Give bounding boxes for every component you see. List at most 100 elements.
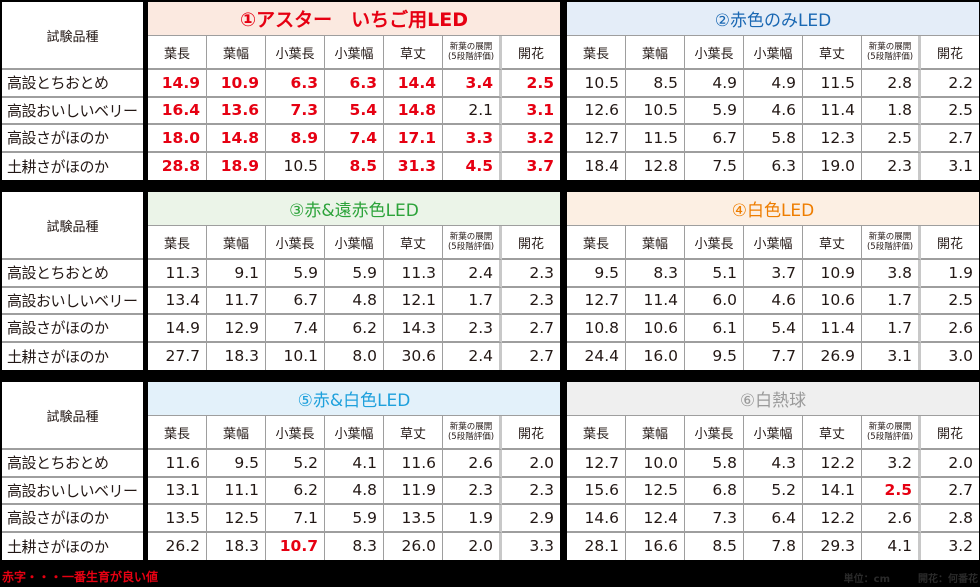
table-cell: 2.3: [502, 260, 560, 288]
column-header: 葉長: [148, 416, 207, 450]
table-cell: 1.7: [443, 287, 502, 315]
table-cell: 12.7: [567, 287, 626, 315]
table-cell: 11.6: [384, 450, 443, 478]
variety-label: 高設おいしいベリー: [2, 288, 143, 315]
variety-label: 高設さがほのか: [2, 505, 143, 533]
variety-label-column: 試験品種 高設とちおとめ 高設おいしいベリー 高設さがほのか 土耕さがほのか: [2, 382, 143, 560]
table-cell: 3.1: [948, 157, 973, 176]
column-header-sub: (5段階評価): [447, 432, 495, 442]
column-header: 小葉幅: [325, 226, 384, 260]
table-cell: 1.9: [443, 505, 502, 533]
column-header: 開花: [502, 36, 560, 70]
table-cell: 3.7: [526, 157, 554, 176]
table-block: 試験品種 高設とちおとめ 高設おいしいベリー 高設さがほのか 土耕さがほのか ⑤赤&白色L…: [0, 382, 980, 562]
table-cell: 10.9: [207, 70, 266, 98]
table-cell: 4.1: [862, 532, 921, 560]
table-cell: 5.2: [266, 450, 325, 478]
table-cell: 3.1: [862, 342, 921, 370]
variety-label: 高設さがほのか: [2, 125, 143, 153]
variety-label: 高設とちおとめ: [2, 70, 143, 98]
column-header: 開花: [921, 36, 979, 70]
table-cell: 18.4: [567, 152, 626, 180]
table-cell: 11.4: [803, 315, 862, 343]
table-cell: 14.9: [148, 70, 207, 98]
table-cell: 7.3: [685, 505, 744, 533]
table-cell: 6.4: [744, 505, 803, 533]
table-cell: 16.0: [626, 342, 685, 370]
table-row: 14.9 10.9 6.3 6.3 14.4 3.4 2.5: [148, 70, 560, 98]
table-cell: 16.6: [626, 532, 685, 560]
column-header-sub: (5段階評価): [866, 52, 914, 62]
table-cell: 6.8: [685, 477, 744, 505]
table-cell: 19.0: [803, 152, 862, 180]
table-cell: 6.1: [685, 315, 744, 343]
table-cell: 12.1: [384, 287, 443, 315]
section-title: ②赤色のみLED: [567, 2, 979, 36]
column-header-main: 新葉の展開: [449, 422, 493, 432]
table-cell: 28.8: [148, 152, 207, 180]
table-cell: 2.3: [502, 288, 560, 315]
table-cell: 12.8: [626, 152, 685, 180]
column-header-sub: (5段階評価): [447, 52, 495, 62]
table-cell: 4.3: [744, 450, 803, 478]
table-cell: 2.5: [862, 477, 921, 505]
table-row: 14.6 12.4 7.3 6.4 12.2 2.6 2.8: [567, 505, 979, 533]
table-cell: 2.7: [921, 478, 979, 505]
column-header: 葉長: [567, 416, 626, 450]
table-cell: 12.4: [626, 505, 685, 533]
table-cell: 2.4: [443, 260, 502, 288]
table-cell: 12.7: [567, 450, 626, 478]
table-cell: 2.5: [921, 98, 979, 125]
table-cell: 13.6: [207, 97, 266, 125]
table-cell: 3.4: [443, 70, 502, 98]
table-block: 試験品種 高設とちおとめ 高設おいしいベリー 高設さがほのか 土耕さがほのか ③赤&遠赤色…: [0, 192, 980, 372]
table-cell: 29.3: [803, 532, 862, 560]
table-cell: 7.4: [325, 125, 384, 153]
table-cell: 2.7: [529, 347, 554, 366]
column-header-sub: (5段階評価): [447, 242, 495, 252]
column-header: 開花: [502, 416, 560, 450]
table-cell: 14.1: [803, 477, 862, 505]
table-cell: 2.0: [502, 450, 560, 478]
table-cell: 9.5: [685, 342, 744, 370]
table-cell: 5.2: [744, 477, 803, 505]
table-cell: 10.6: [626, 315, 685, 343]
section-title: ⑤赤&白色LED: [148, 382, 560, 416]
unit-note: 単位：cm 開花：何番花: [844, 570, 978, 585]
table-row: 11.3 9.1 5.9 5.9 11.3 2.4 2.3: [148, 260, 560, 288]
table-cell: 12.9: [207, 315, 266, 343]
table-cell: 3.3: [529, 537, 554, 556]
treatment-section-1: ①アスター いちご用LED 葉長 葉幅 小葉長 小葉幅 草丈 新葉の展開 (5段階評価) 開花 1…: [148, 2, 560, 180]
table-cell: 18.3: [207, 342, 266, 370]
column-header: 小葉幅: [744, 416, 803, 450]
table-cell: 14.8: [207, 125, 266, 153]
column-header-sub: (5段階評価): [866, 432, 914, 442]
table-cell: 2.3: [443, 477, 502, 505]
column-header: 新葉の展開 (5段階評価): [443, 36, 502, 70]
column-header: 葉幅: [626, 226, 685, 260]
table-cell: 4.9: [744, 70, 803, 98]
table-cell: 5.4: [325, 97, 384, 125]
table-row: 28.8 18.9 10.5 8.5 31.3 4.5 3.7: [148, 152, 560, 180]
column-header-sub: (5段階評価): [866, 242, 914, 252]
table-cell: 3.1: [502, 98, 560, 125]
row-header-label: 試験品種: [2, 2, 143, 70]
table-cell: 8.0: [325, 342, 384, 370]
column-header: 葉幅: [626, 416, 685, 450]
column-header: 新葉の展開 (5段階評価): [443, 226, 502, 260]
table-cell: 18.0: [148, 125, 207, 153]
column-header: 葉長: [148, 226, 207, 260]
table-cell: 3.2: [948, 537, 973, 556]
table-cell: 9.1: [207, 260, 266, 288]
column-header-main: 新葉の展開: [868, 232, 912, 242]
table-row: 18.0 14.8 8.9 7.4 17.1 3.3 3.2: [148, 125, 560, 153]
table-cell: 9.5: [207, 450, 266, 478]
table-cell: 31.3: [384, 152, 443, 180]
table-cell: 7.7: [744, 342, 803, 370]
table-row: 9.5 8.3 5.1 3.7 10.9 3.8 1.9: [567, 260, 979, 288]
table-cell: 30.6: [384, 342, 443, 370]
legend-note: 赤字・・・一番生育が良い値: [2, 570, 159, 584]
table-cell: 26.9: [803, 342, 862, 370]
table-cell: 14.6: [567, 505, 626, 533]
table-cell: 2.3: [443, 315, 502, 343]
